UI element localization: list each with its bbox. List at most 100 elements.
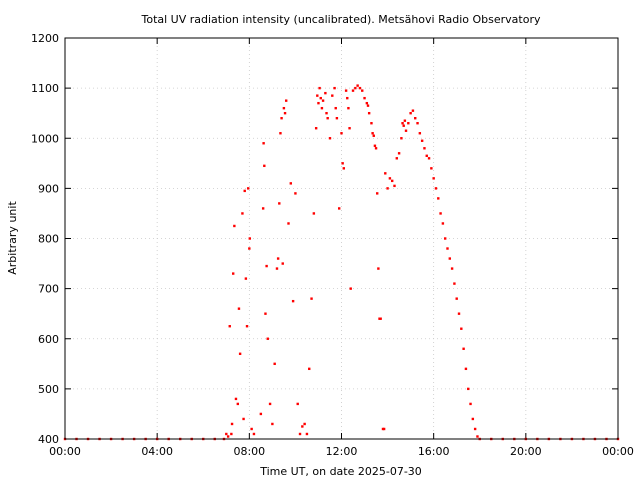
data-point: [285, 99, 288, 102]
data-point: [390, 179, 394, 183]
data-point: [356, 84, 359, 87]
data-point: [409, 111, 412, 115]
y-tick-label: 700: [38, 283, 59, 296]
data-point: [476, 435, 479, 438]
data-point: [230, 432, 233, 436]
data-point: [282, 106, 286, 110]
data-point: [423, 147, 426, 150]
y-tick-label: 900: [38, 182, 59, 195]
data-point: [324, 91, 327, 95]
data-point: [379, 317, 382, 320]
data-point: [363, 96, 366, 100]
y-axis-label: Arbitrary unit: [6, 201, 19, 275]
data-point: [294, 192, 297, 195]
x-tick-label: 20:00: [510, 445, 542, 458]
data-point: [264, 312, 267, 315]
data-point: [318, 86, 321, 90]
plot-frame: [64, 37, 619, 440]
data-point: [268, 402, 272, 406]
data-point: [437, 197, 440, 200]
data-point: [279, 132, 282, 135]
data-point: [291, 299, 295, 303]
data-point: [425, 154, 428, 157]
axis-ticks: 400 500 600 700 800 900 1000 1100 1200 00:00 04:00…: [31, 32, 634, 458]
data-point: [241, 212, 244, 215]
data-point: [246, 187, 250, 190]
data-point: [278, 202, 281, 205]
data-point: [266, 337, 269, 340]
data-point: [276, 257, 280, 260]
data-point: [334, 106, 337, 110]
data-point: [351, 89, 355, 92]
data-point: [314, 127, 318, 130]
data-point: [337, 207, 341, 210]
data-point: [372, 134, 375, 137]
data-point: [234, 397, 238, 401]
data-point: [427, 157, 431, 160]
data-point: [242, 417, 245, 421]
data-point: [404, 129, 408, 132]
data-point: [407, 122, 410, 125]
data-point: [471, 417, 475, 421]
data-point: [305, 432, 309, 436]
data-point: [374, 147, 378, 150]
data-point: [450, 267, 454, 270]
data-point: [348, 127, 351, 130]
data-point: [232, 272, 235, 275]
data-point: [457, 312, 461, 315]
data-point: [432, 177, 435, 180]
data-point: [467, 387, 470, 391]
data-point: [403, 119, 407, 122]
data-point: [370, 122, 373, 125]
data-point: [462, 347, 465, 350]
data-point: [296, 402, 299, 406]
x-tick-label: 16:00: [418, 445, 450, 458]
data-point: [301, 425, 304, 428]
data-point: [283, 111, 287, 115]
data-point: [335, 117, 339, 120]
data-point: [243, 189, 246, 193]
data-point: [354, 86, 357, 90]
data-point: [236, 402, 240, 406]
data-point: [344, 89, 348, 92]
data-point: [233, 224, 236, 228]
data-point: [280, 117, 283, 120]
data-point: [312, 212, 316, 215]
data-point: [430, 167, 433, 170]
data-point: [371, 132, 374, 135]
data-point: [446, 247, 449, 250]
x-tick-label: 00:00: [602, 445, 634, 458]
y-tick-label: 800: [38, 233, 59, 246]
data-point: [373, 144, 377, 147]
data-point: [328, 137, 332, 140]
data-point: [384, 172, 387, 175]
data-point: [386, 187, 389, 190]
data-point: [397, 152, 401, 155]
x-tick-label: 08:00: [233, 445, 265, 458]
data-point: [393, 184, 396, 188]
data-point: [453, 282, 456, 285]
data-point: [434, 187, 438, 190]
x-axis-label: Time UT, on date 2025-07-30: [259, 465, 422, 478]
data-point: [455, 297, 458, 300]
data-point: [228, 325, 231, 328]
data-point: [317, 101, 320, 105]
grid-lines: [65, 38, 618, 439]
data-point: [326, 117, 329, 120]
x-tick-label: 00:00: [49, 445, 81, 458]
data-point: [271, 422, 274, 426]
data-point: [346, 96, 349, 100]
x-tick-label: 12:00: [326, 445, 358, 458]
data-point: [310, 297, 313, 300]
data-point: [298, 432, 302, 436]
data-point: [287, 222, 290, 225]
data-point: [347, 106, 350, 110]
data-point: [388, 177, 392, 180]
data-point: [238, 352, 242, 355]
data-point: [358, 86, 362, 90]
data-point: [289, 182, 293, 185]
data-point: [281, 262, 284, 265]
data-point: [460, 327, 463, 330]
data-point: [342, 167, 346, 170]
